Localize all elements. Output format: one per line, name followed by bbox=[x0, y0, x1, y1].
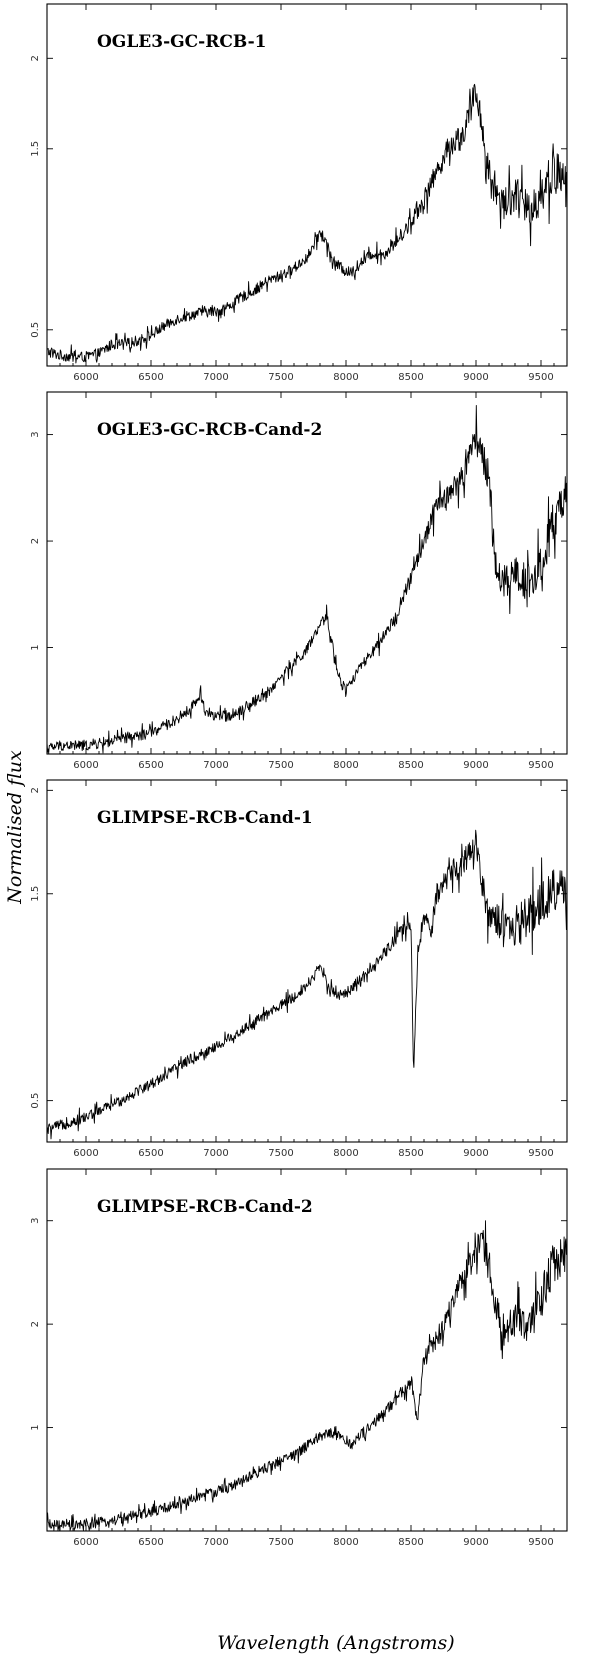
x-tick-label: 6000 bbox=[73, 760, 98, 771]
x-tick-label: 8000 bbox=[333, 372, 358, 383]
y-tick-label: 3 bbox=[30, 431, 41, 437]
x-tick-label: 7000 bbox=[203, 372, 228, 383]
y-tick-label: 2 bbox=[30, 1321, 41, 1327]
x-tick-label: 9500 bbox=[528, 760, 553, 771]
y-tick-label: 3 bbox=[30, 1218, 41, 1224]
x-tick-label: 7500 bbox=[268, 372, 293, 383]
spectrum-panel-1: 6000 6500 7000 7500 8000 8500 9000 9500 0.5 1.5 2 O… bbox=[30, 3, 568, 383]
panel-title: OGLE3-GC-RCB-1 bbox=[97, 32, 266, 52]
x-tick-label: 7000 bbox=[203, 1148, 228, 1159]
x-tick-label: 6500 bbox=[138, 1148, 163, 1159]
x-tick-label: 6500 bbox=[138, 760, 163, 771]
x-tick-label: 9000 bbox=[463, 372, 488, 383]
y-tick-label: 2 bbox=[30, 55, 41, 61]
x-tick-label: 8500 bbox=[398, 1537, 423, 1548]
x-tick-label: 7500 bbox=[268, 1537, 293, 1548]
x-tick-label: 8000 bbox=[333, 760, 358, 771]
panels-group: 6000 6500 7000 7500 8000 8500 9000 9500 0.5 1.5 2 O… bbox=[30, 3, 568, 1548]
panel-frame bbox=[46, 1168, 568, 1532]
x-tick-label: 6500 bbox=[138, 1537, 163, 1548]
x-tick-label: 9000 bbox=[463, 1537, 488, 1548]
y-tick-label: 2 bbox=[30, 787, 41, 793]
spectrum-panel-3: 6000 6500 7000 7500 8000 8500 9000 9500 0.5 1.5 2 G… bbox=[30, 779, 568, 1159]
x-tick-label: 7000 bbox=[203, 760, 228, 771]
spectrum-line bbox=[46, 405, 568, 754]
panel-title: GLIMPSE-RCB-Cand-2 bbox=[97, 1197, 313, 1217]
x-tick-label: 9500 bbox=[528, 1148, 553, 1159]
y-tick-label: 1 bbox=[30, 1424, 41, 1430]
x-tick-label: 9500 bbox=[528, 372, 553, 383]
y-tick-label: 1.5 bbox=[30, 141, 41, 157]
x-tick-label: 7500 bbox=[268, 760, 293, 771]
panel-frame bbox=[46, 3, 568, 367]
spectrum-panel-4: 6000 6500 7000 7500 8000 8500 9000 9500 1 2 3 GLIMP… bbox=[30, 1168, 568, 1548]
x-tick-label: 8500 bbox=[398, 1148, 423, 1159]
x-tick-label: 6000 bbox=[73, 1148, 98, 1159]
x-tick-label: 8000 bbox=[333, 1537, 358, 1548]
x-tick-label: 8500 bbox=[398, 760, 423, 771]
x-tick-label: 9000 bbox=[463, 1148, 488, 1159]
x-tick-label: 9500 bbox=[528, 1537, 553, 1548]
panel-title: OGLE3-GC-RCB-Cand-2 bbox=[97, 420, 322, 440]
x-tick-label: 8500 bbox=[398, 372, 423, 383]
y-tick-label: 0.5 bbox=[30, 322, 41, 338]
panel-title: GLIMPSE-RCB-Cand-1 bbox=[97, 808, 313, 828]
x-tick-label: 7000 bbox=[203, 1537, 228, 1548]
y-tick-label: 1.5 bbox=[30, 886, 41, 902]
spectrum-line bbox=[46, 829, 568, 1140]
y-tick-label: 0.5 bbox=[30, 1093, 41, 1109]
spectrum-line bbox=[46, 1220, 568, 1531]
panel-frame bbox=[46, 391, 568, 755]
x-axis-label: Wavelength (Angstroms) bbox=[217, 1632, 454, 1654]
y-axis-label: Normalised flux bbox=[4, 750, 26, 905]
x-tick-label: 6500 bbox=[138, 372, 163, 383]
x-tick-label: 7500 bbox=[268, 1148, 293, 1159]
x-tick-label: 8000 bbox=[333, 1148, 358, 1159]
spectrum-line bbox=[46, 83, 568, 364]
y-tick-label: 1 bbox=[30, 644, 41, 650]
y-tick-label: 2 bbox=[30, 538, 41, 544]
x-tick-label: 6000 bbox=[73, 1537, 98, 1548]
panel-frame bbox=[46, 779, 568, 1143]
x-tick-label: 6000 bbox=[73, 372, 98, 383]
x-tick-label: 9000 bbox=[463, 760, 488, 771]
spectrum-panel-2: 6000 6500 7000 7500 8000 8500 9000 9500 1 2 3 OGLE3… bbox=[30, 391, 568, 771]
